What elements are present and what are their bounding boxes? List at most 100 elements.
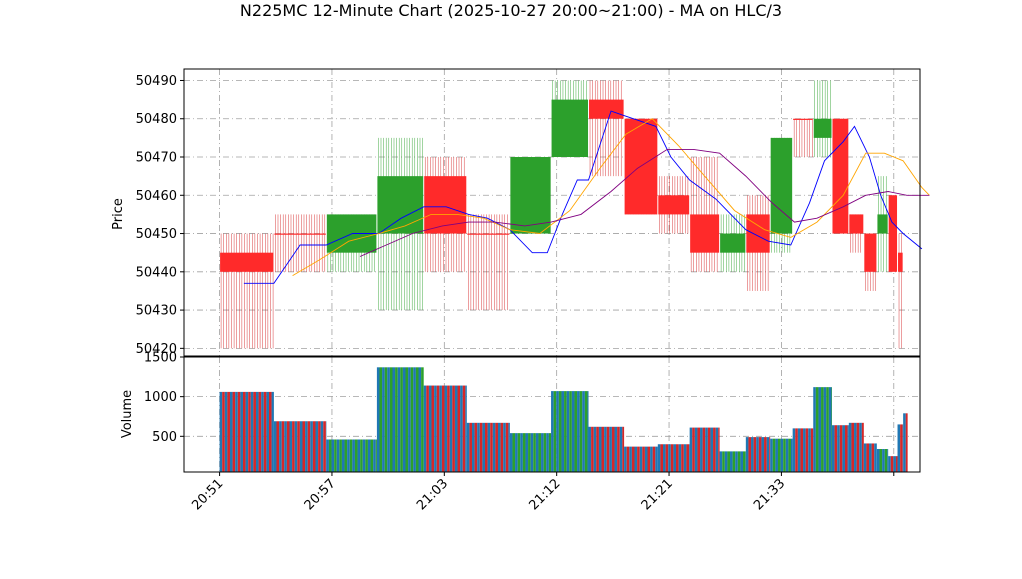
volume-bar-stripe	[690, 428, 693, 472]
volume-bar-stripe	[730, 451, 733, 472]
volume-bar-stripe	[332, 439, 335, 472]
price-candles	[220, 80, 903, 348]
volume-bar-stripe	[906, 413, 908, 472]
volume-bar-stripe	[355, 439, 358, 472]
volume-bar-stripe	[617, 427, 620, 472]
volume-bar-stripe	[813, 387, 816, 472]
volume-bar-stripe	[727, 451, 730, 472]
volume-bar-stripe	[274, 421, 277, 472]
volume-bar-stripe	[508, 423, 509, 472]
volume-bar	[832, 425, 849, 472]
volume-bar-stripe	[658, 444, 661, 472]
volume-tick-label: 1000	[144, 390, 177, 405]
volume-bar-stripe	[705, 428, 708, 472]
volume-bar-stripe	[622, 427, 624, 472]
volume-bar-stripe	[512, 433, 515, 472]
volume-bar-stripe	[429, 386, 432, 472]
volume-bar-stripe	[246, 392, 249, 472]
volume-bar-stripe	[882, 449, 885, 472]
volume-bar-stripe	[615, 427, 618, 472]
volume-bar-stripe	[450, 386, 453, 472]
volume-bar-stripe	[767, 437, 770, 472]
volume-bar-stripe	[764, 437, 767, 472]
volume-bar-stripe	[607, 427, 610, 472]
volume-bar-stripe	[365, 439, 368, 472]
volume-bar-stripe	[390, 367, 393, 472]
volume-bar	[770, 439, 792, 472]
volume-bar-stripe	[864, 443, 867, 472]
volume-bar-stripe	[788, 439, 791, 472]
volume-bar-stripe	[859, 423, 862, 472]
volume-bar-stripe	[240, 392, 243, 472]
volume-bar-stripe	[416, 367, 419, 472]
volume-bar-stripe	[900, 424, 903, 472]
chart-title: N225MC 12-Minute Chart (2025-10-27 20:00…	[240, 1, 782, 20]
volume-bar-stripe	[323, 421, 326, 472]
volume-bar-stripe	[482, 423, 485, 472]
volume-bar-stripe	[220, 392, 223, 472]
candle-body	[864, 234, 876, 272]
volume-bar-stripe	[385, 367, 388, 472]
volume-bar-stripe	[439, 386, 442, 472]
volume-bar	[551, 391, 588, 472]
volume-bar-stripe	[541, 433, 544, 472]
candle	[864, 234, 876, 291]
volume-bar-stripe	[475, 423, 478, 472]
volume-bar-stripe	[653, 447, 656, 472]
candle	[467, 214, 509, 310]
volume-bar-stripe	[650, 447, 653, 472]
volume-bar-stripe	[458, 386, 461, 472]
volume-bar-stripe	[488, 423, 491, 472]
candle-body	[510, 157, 550, 234]
volume-bar-stripe	[872, 443, 875, 472]
volume-bar-stripe	[227, 392, 230, 472]
volume-bar-stripe	[893, 456, 896, 472]
volume-bar-stripe	[585, 391, 588, 472]
volume-bar-stripe	[791, 439, 793, 472]
volume-bar-stripe	[222, 392, 225, 472]
price-tick-label: 50480	[136, 112, 177, 127]
volume-bar	[274, 421, 326, 472]
x-tick-label: 21:12	[526, 476, 563, 513]
volume-bar-stripe	[495, 423, 498, 472]
volume-bar-stripe	[692, 428, 695, 472]
volume-bar-stripe	[515, 433, 518, 472]
volume-bar-stripe	[559, 391, 562, 472]
volume-bar-stripe	[256, 392, 259, 472]
volume-bar-stripe	[596, 427, 599, 472]
volume-bar-stripe	[591, 427, 594, 472]
volume-bar-stripe	[781, 439, 784, 472]
volume-bar-stripe	[824, 387, 827, 472]
candle-body	[889, 195, 897, 272]
volume-bar-stripe	[485, 423, 488, 472]
volume-bar-stripe	[679, 444, 682, 472]
volume-bar-stripe	[313, 421, 316, 472]
volume-bar-stripe	[645, 447, 648, 472]
volume-bar-stripe	[554, 391, 557, 472]
volume-bar	[658, 444, 690, 472]
volume-bar-stripe	[720, 451, 723, 472]
volume-bar-stripe	[671, 444, 674, 472]
volume-bar-stripe	[845, 425, 848, 472]
volume-bars	[220, 367, 908, 472]
volume-bar-stripe	[442, 386, 445, 472]
volume-bar-stripe	[528, 433, 531, 472]
volume-bar-stripe	[549, 433, 551, 472]
volume-bar-stripe	[848, 425, 849, 472]
volume-bar-stripe	[447, 386, 450, 472]
volume-bar-stripe	[546, 433, 549, 472]
volume-bar-stripe	[432, 386, 435, 472]
volume-bar-stripe	[538, 433, 541, 472]
volume-bar-stripe	[874, 443, 877, 472]
volume-bar-stripe	[321, 421, 324, 472]
volume-bar-stripe	[689, 444, 690, 472]
candle	[274, 214, 325, 271]
volume-bar-stripe	[703, 428, 706, 472]
volume-bar-stripe	[477, 423, 480, 472]
volume-bar-stripe	[465, 386, 466, 472]
volume-bar-stripe	[800, 428, 803, 472]
volume-bar-stripe	[577, 391, 580, 472]
volume-bar-stripe	[493, 423, 496, 472]
candle-body	[467, 234, 509, 235]
volume-bar-stripe	[418, 367, 421, 472]
